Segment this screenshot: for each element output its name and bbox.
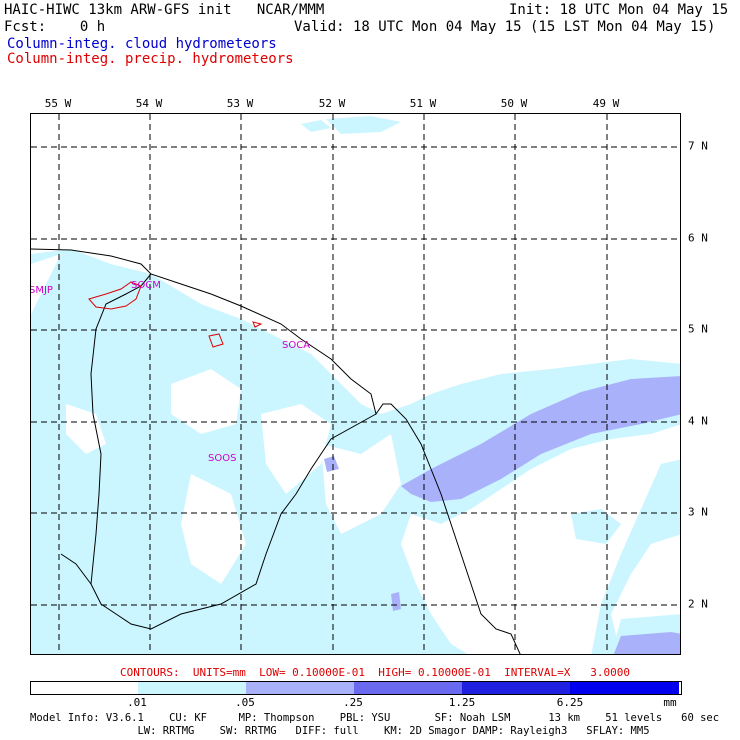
colorbar-segment (462, 682, 570, 694)
station-label: SMJP (30, 285, 53, 296)
lon-label: 50 W (500, 97, 528, 110)
colorbar-units: mm (663, 696, 677, 709)
colorbar-segment (138, 682, 246, 694)
lon-label: 53 W (226, 97, 254, 110)
lon-label: 52 W (318, 97, 346, 110)
colorbar-label: .01 (127, 696, 147, 709)
station-label: SOCM (131, 280, 161, 291)
cloud-field-light (31, 116, 680, 654)
colorbar-segment (570, 682, 679, 694)
clear-areas (31, 254, 551, 604)
colorbar-label: 1.25 (448, 696, 476, 709)
lat-label: 2 N (688, 597, 708, 611)
station-label: SOOS (208, 453, 237, 464)
lon-label: 55 W (44, 97, 72, 110)
field-cloud-label: Column-integ. cloud hydrometeors (7, 36, 277, 52)
lon-label: 51 W (409, 97, 437, 110)
chart-title: HAIC-HIWC 13km ARW-GFS init NCAR/MMM (4, 2, 325, 18)
lon-label: 49 W (592, 97, 620, 110)
map-drawing (31, 114, 680, 654)
coastline (31, 248, 521, 654)
field-precip-label: Column-integ. precip. hydrometeors (7, 51, 294, 67)
lat-label: 6 N (688, 231, 708, 245)
lat-label: 7 N (688, 139, 708, 153)
graticule (31, 114, 680, 654)
colorbar-label: 6.25 (556, 696, 584, 709)
lon-label: 54 W (135, 97, 163, 110)
colorbar-segment (31, 682, 138, 694)
colorbar-segment (354, 682, 462, 694)
init-time: Init: 18 UTC Mon 04 May 15 (509, 2, 729, 18)
lat-label: 5 N (688, 322, 708, 336)
cloud-field-medium (324, 376, 680, 654)
colorbar (30, 681, 682, 695)
precip-contours (88, 281, 263, 348)
colorbar-label: .05 (235, 696, 255, 709)
station-label: SOCA (282, 340, 311, 351)
model-info-line1: Model Info: V3.6.1 CU: KF MP: Thompson P… (30, 712, 720, 724)
lat-label: 4 N (688, 414, 708, 428)
lat-label: 3 N (688, 505, 708, 519)
valid-time: Valid: 18 UTC Mon 04 May 15 (15 LST Mon … (294, 19, 716, 35)
contour-info: CONTOURS: UNITS=mm LOW= 0.10000E-01 HIGH… (120, 666, 630, 679)
colorbar-segment (246, 682, 354, 694)
colorbar-label: .25 (343, 696, 363, 709)
model-info-line2: LW: RRTMG SW: RRTMG DIFF: full KM: 2D Sm… (30, 725, 650, 737)
map-panel: SMJP SOCM SOCA SOOS (30, 113, 681, 655)
forecast-hour: Fcst: 0 h (4, 19, 106, 35)
